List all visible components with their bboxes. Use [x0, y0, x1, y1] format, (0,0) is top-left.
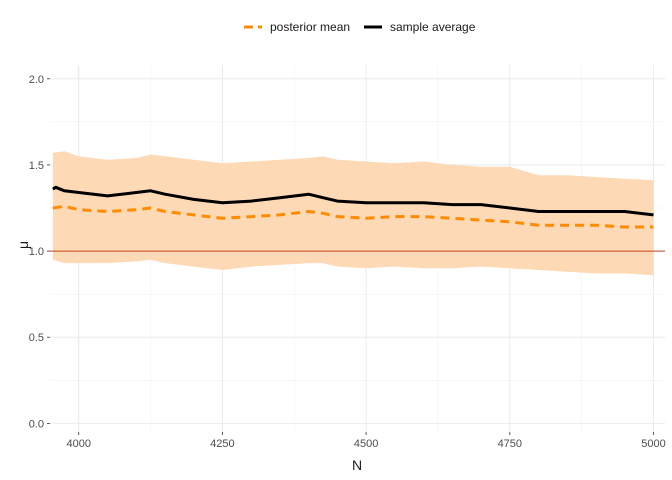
y-tick-label: 0.5 — [29, 332, 44, 344]
tick-labels: 4000 4250 4500 4750 5000 0.0 0.5 1.0 1.5 2.0 — [29, 74, 666, 450]
credible-band-layer — [52, 151, 654, 276]
y-tick-label: 1.5 — [29, 160, 44, 172]
legend-label-posterior-mean: posterior mean — [270, 20, 350, 34]
x-tick-label: 4750 — [498, 438, 522, 450]
series-layer — [52, 185, 654, 229]
y-axis-title: μ — [15, 241, 31, 249]
y-tick-label: 2.0 — [29, 74, 44, 86]
x-tick-label: 5000 — [641, 438, 665, 450]
y-tick-label: 0.0 — [29, 418, 44, 430]
x-tick-label: 4000 — [66, 438, 90, 450]
legend-label-sample-average: sample average — [390, 20, 476, 34]
series-line-sample-average — [52, 185, 654, 217]
credible-band — [52, 151, 654, 276]
x-tick-label: 4500 — [354, 438, 378, 450]
legend: posterior mean sample average — [244, 20, 476, 34]
x-tick-label: 4250 — [210, 438, 234, 450]
x-axis-title: N — [352, 457, 362, 473]
series-line-posterior-mean — [52, 204, 654, 229]
y-tick-label: 1.0 — [29, 246, 44, 258]
